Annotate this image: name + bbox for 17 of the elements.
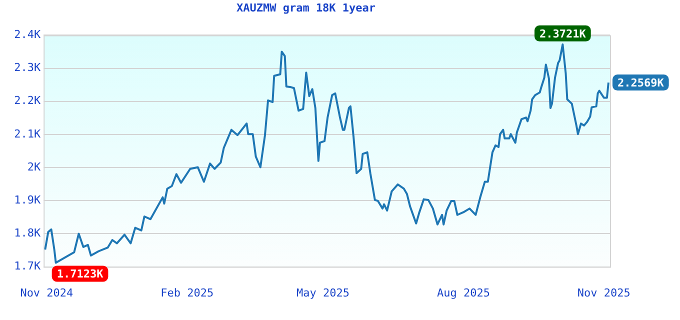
x-tick-label: Nov 2024 — [20, 286, 74, 300]
annotation: 2.3721K — [539, 27, 586, 40]
y-tick-label: 2.3K — [14, 61, 41, 74]
annotation: 2.2569K — [617, 76, 664, 90]
y-tick-label: 2.1K — [14, 127, 41, 140]
y-tick-label: 2.4K — [14, 28, 41, 42]
x-tick-label: Nov 2025 — [577, 286, 630, 300]
y-tick-label: 2K — [27, 160, 41, 174]
y-tick-label: 1.8K — [14, 226, 41, 240]
y-tick-label: 1.9K — [14, 193, 41, 206]
y-tick-label: 2.2K — [14, 94, 41, 108]
x-tick-label: Aug 2025 — [436, 286, 490, 300]
annotation: 1.7123K — [56, 268, 104, 281]
x-tick-label: Feb 2025 — [160, 286, 214, 300]
x-tick-label: May 2025 — [296, 286, 350, 300]
chart-title: XAUZMW gram 18K 1year — [236, 1, 376, 14]
y-tick-label: 1.7K — [14, 260, 41, 273]
